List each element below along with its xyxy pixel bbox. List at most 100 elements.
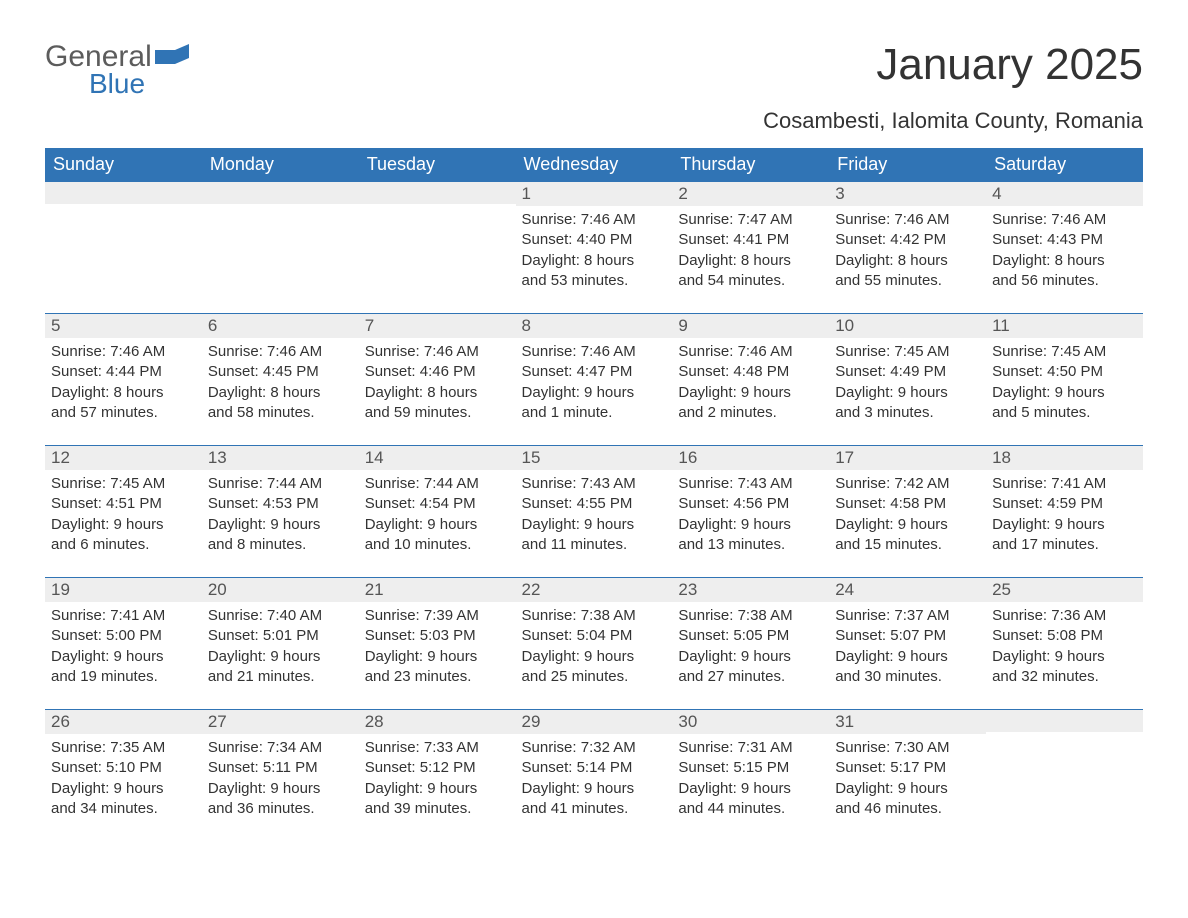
- daylight-text-1: Daylight: 9 hours: [835, 779, 980, 799]
- daylight-text-2: and 27 minutes.: [678, 667, 823, 687]
- sunrise-text: Sunrise: 7:46 AM: [835, 210, 980, 230]
- day-body: [45, 204, 202, 302]
- sunset-text: Sunset: 4:45 PM: [208, 362, 353, 382]
- day-number: 30: [672, 710, 829, 734]
- sunrise-text: Sunrise: 7:36 AM: [992, 606, 1137, 626]
- day-number: 1: [516, 182, 673, 206]
- day-body: Sunrise: 7:42 AMSunset: 4:58 PMDaylight:…: [829, 470, 986, 577]
- day-cell: 10Sunrise: 7:45 AMSunset: 4:49 PMDayligh…: [829, 314, 986, 446]
- daylight-text-1: Daylight: 9 hours: [365, 647, 510, 667]
- sunrise-text: Sunrise: 7:45 AM: [835, 342, 980, 362]
- daylight-text-2: and 44 minutes.: [678, 799, 823, 819]
- day-number: 8: [516, 314, 673, 338]
- daylight-text-1: Daylight: 9 hours: [678, 515, 823, 535]
- daylight-text-2: and 15 minutes.: [835, 535, 980, 555]
- daylight-text-2: and 10 minutes.: [365, 535, 510, 555]
- daylight-text-2: and 53 minutes.: [522, 271, 667, 291]
- sunset-text: Sunset: 5:08 PM: [992, 626, 1137, 646]
- sunset-text: Sunset: 4:48 PM: [678, 362, 823, 382]
- sunset-text: Sunset: 5:03 PM: [365, 626, 510, 646]
- day-cell: 2Sunrise: 7:47 AMSunset: 4:41 PMDaylight…: [672, 182, 829, 314]
- sunset-text: Sunset: 5:17 PM: [835, 758, 980, 778]
- day-cell: 22Sunrise: 7:38 AMSunset: 5:04 PMDayligh…: [516, 578, 673, 710]
- day-body: Sunrise: 7:40 AMSunset: 5:01 PMDaylight:…: [202, 602, 359, 709]
- daylight-text-2: and 55 minutes.: [835, 271, 980, 291]
- daylight-text-1: Daylight: 9 hours: [522, 383, 667, 403]
- day-number: 23: [672, 578, 829, 602]
- day-body: Sunrise: 7:35 AMSunset: 5:10 PMDaylight:…: [45, 734, 202, 841]
- sunset-text: Sunset: 5:00 PM: [51, 626, 196, 646]
- daylight-text-1: Daylight: 9 hours: [678, 647, 823, 667]
- day-body: Sunrise: 7:45 AMSunset: 4:50 PMDaylight:…: [986, 338, 1143, 445]
- day-body: Sunrise: 7:38 AMSunset: 5:04 PMDaylight:…: [516, 602, 673, 709]
- sunrise-text: Sunrise: 7:30 AM: [835, 738, 980, 758]
- daylight-text-2: and 59 minutes.: [365, 403, 510, 423]
- day-number: 24: [829, 578, 986, 602]
- sunrise-text: Sunrise: 7:42 AM: [835, 474, 980, 494]
- daylight-text-1: Daylight: 8 hours: [522, 251, 667, 271]
- day-cell: 25 Sunrise: 7:36 AMSunset: 5:08 PMDayligh…: [986, 578, 1143, 710]
- day-number: 25: [986, 578, 1143, 602]
- day-body: Sunrise: 7:46 AMSunset: 4:42 PMDaylight:…: [829, 206, 986, 313]
- sunset-text: Sunset: 4:59 PM: [992, 494, 1137, 514]
- sunset-text: Sunset: 4:58 PM: [835, 494, 980, 514]
- daylight-text-2: and 46 minutes.: [835, 799, 980, 819]
- month-title: January 2025: [763, 40, 1143, 90]
- daylight-text-2: and 25 minutes.: [522, 667, 667, 687]
- daylight-text-2: and 1 minute.: [522, 403, 667, 423]
- daylight-text-1: Daylight: 9 hours: [51, 779, 196, 799]
- day-cell: 5Sunrise: 7:46 AMSunset: 4:44 PMDaylight…: [45, 314, 202, 446]
- week-row: 12Sunrise: 7:45 AMSunset: 4:51 PMDayligh…: [45, 446, 1143, 578]
- sunrise-text: Sunrise: 7:45 AM: [51, 474, 196, 494]
- sunrise-text: Sunrise: 7:39 AM: [365, 606, 510, 626]
- day-cell: 28Sunrise: 7:33 AMSunset: 5:12 PMDayligh…: [359, 710, 516, 842]
- sunset-text: Sunset: 4:53 PM: [208, 494, 353, 514]
- day-body: Sunrise: 7:41 AMSunset: 4:59 PMDaylight:…: [986, 470, 1143, 577]
- sunrise-text: Sunrise: 7:35 AM: [51, 738, 196, 758]
- dow-cell: Friday: [829, 148, 986, 182]
- day-cell: 27Sunrise: 7:34 AMSunset: 5:11 PMDayligh…: [202, 710, 359, 842]
- sunrise-text: Sunrise: 7:33 AM: [365, 738, 510, 758]
- day-number: 20: [202, 578, 359, 602]
- sunset-text: Sunset: 5:01 PM: [208, 626, 353, 646]
- sunrise-text: Sunrise: 7:37 AM: [835, 606, 980, 626]
- daylight-text-1: Daylight: 9 hours: [992, 383, 1137, 403]
- daylight-text-2: and 58 minutes.: [208, 403, 353, 423]
- daylight-text-1: Daylight: 9 hours: [678, 779, 823, 799]
- daylight-text-1: Daylight: 9 hours: [835, 515, 980, 535]
- daylight-text-1: Daylight: 9 hours: [992, 647, 1137, 667]
- day-number: 14: [359, 446, 516, 470]
- daylight-text-2: and 21 minutes.: [208, 667, 353, 687]
- day-number: 3: [829, 182, 986, 206]
- flag-icon: [155, 40, 189, 74]
- day-body: Sunrise: 7:41 AMSunset: 5:00 PMDaylight:…: [45, 602, 202, 709]
- day-number: 7: [359, 314, 516, 338]
- day-cell: 21Sunrise: 7:39 AMSunset: 5:03 PMDayligh…: [359, 578, 516, 710]
- day-cell: 15Sunrise: 7:43 AMSunset: 4:55 PMDayligh…: [516, 446, 673, 578]
- sunset-text: Sunset: 4:56 PM: [678, 494, 823, 514]
- day-cell: [202, 182, 359, 314]
- sunset-text: Sunset: 4:41 PM: [678, 230, 823, 250]
- day-body: Sunrise: 7:38 AMSunset: 5:05 PMDaylight:…: [672, 602, 829, 709]
- sunrise-text: Sunrise: 7:44 AM: [365, 474, 510, 494]
- sunrise-text: Sunrise: 7:47 AM: [678, 210, 823, 230]
- sunset-text: Sunset: 4:55 PM: [522, 494, 667, 514]
- daylight-text-1: Daylight: 9 hours: [678, 383, 823, 403]
- day-body: Sunrise: 7:34 AMSunset: 5:11 PMDaylight:…: [202, 734, 359, 841]
- daylight-text-2: and 3 minutes.: [835, 403, 980, 423]
- week-row: 5Sunrise: 7:46 AMSunset: 4:44 PMDaylight…: [45, 314, 1143, 446]
- sunset-text: Sunset: 5:04 PM: [522, 626, 667, 646]
- day-cell: 30Sunrise: 7:31 AMSunset: 5:15 PMDayligh…: [672, 710, 829, 842]
- daylight-text-2: and 41 minutes.: [522, 799, 667, 819]
- day-number: 27: [202, 710, 359, 734]
- day-body: Sunrise: 7:46 AMSunset: 4:44 PMDaylight:…: [45, 338, 202, 445]
- day-body: Sunrise: 7:46 AMSunset: 4:45 PMDaylight:…: [202, 338, 359, 445]
- sunset-text: Sunset: 5:12 PM: [365, 758, 510, 778]
- sunrise-text: Sunrise: 7:38 AM: [678, 606, 823, 626]
- daylight-text-2: and 34 minutes.: [51, 799, 196, 819]
- day-body: Sunrise: 7:44 AMSunset: 4:54 PMDaylight:…: [359, 470, 516, 577]
- sunset-text: Sunset: 4:54 PM: [365, 494, 510, 514]
- day-number: 31: [829, 710, 986, 734]
- sunrise-text: Sunrise: 7:41 AM: [51, 606, 196, 626]
- day-body: Sunrise: 7:45 AMSunset: 4:51 PMDaylight:…: [45, 470, 202, 577]
